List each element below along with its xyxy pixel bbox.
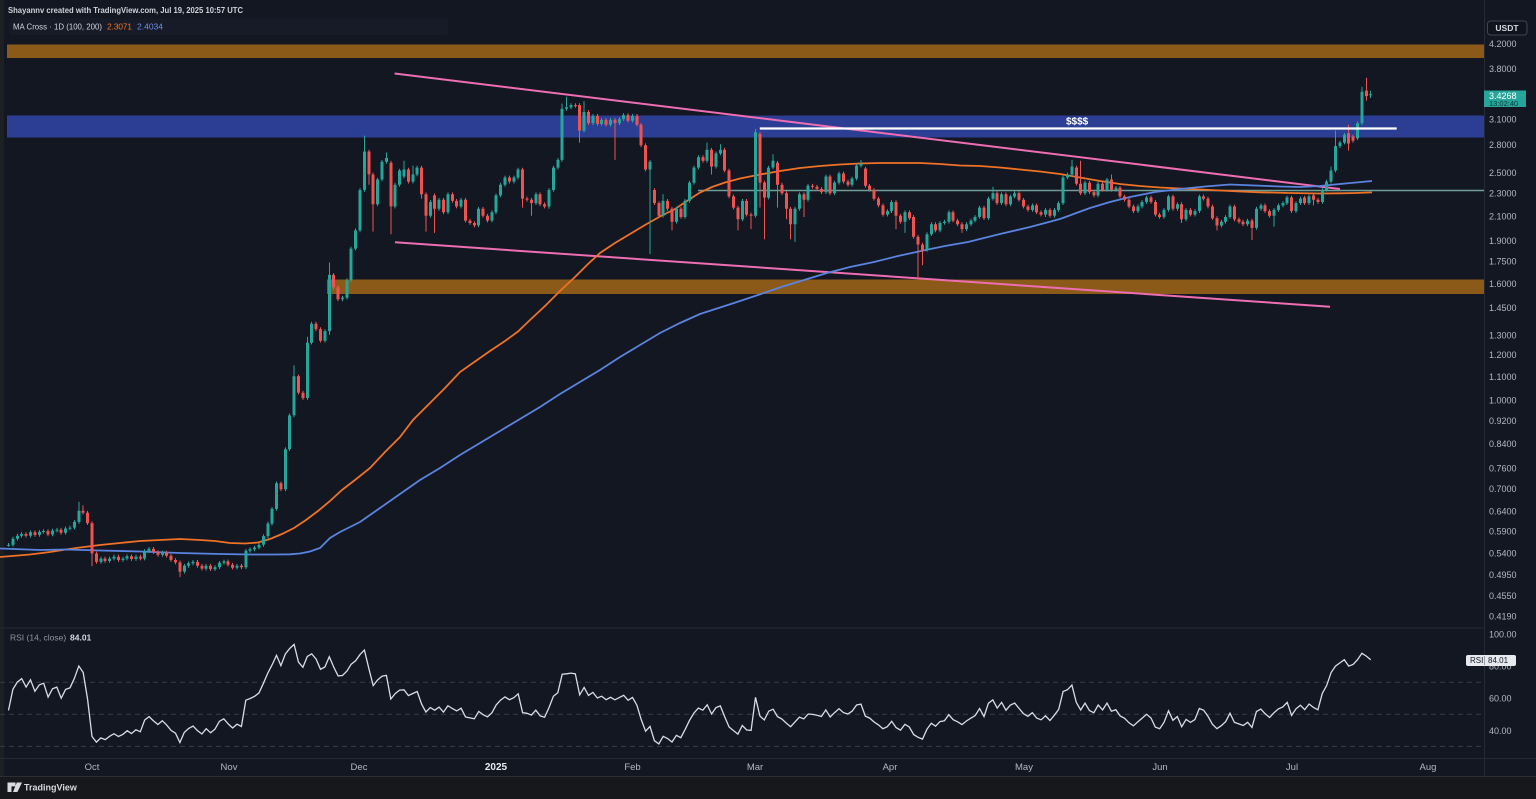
svg-text:0.7600: 0.7600 (1489, 464, 1517, 474)
svg-text:May: May (1015, 762, 1033, 773)
svg-text:3.4268: 3.4268 (1489, 91, 1517, 101)
svg-text:RSI (14, close): RSI (14, close) (10, 633, 66, 643)
svg-text:2.3000: 2.3000 (1489, 189, 1517, 199)
svg-text:1.4500: 1.4500 (1489, 303, 1517, 313)
svg-text:Nov: Nov (221, 762, 238, 773)
svg-text:84.01: 84.01 (1488, 656, 1509, 665)
svg-text:0.4190: 0.4190 (1489, 612, 1517, 622)
svg-text:Jul: Jul (1286, 762, 1298, 773)
svg-text:Shayannv created with TradingV: Shayannv created with TradingView.com, J… (8, 6, 243, 15)
svg-text:1.9000: 1.9000 (1489, 236, 1517, 246)
svg-text:60.00: 60.00 (1489, 694, 1512, 704)
svg-text:0.6400: 0.6400 (1489, 506, 1517, 516)
svg-text:1.3000: 1.3000 (1489, 330, 1517, 340)
svg-text:1.6000: 1.6000 (1489, 279, 1517, 289)
svg-text:2.3071: 2.3071 (107, 22, 132, 32)
svg-text:0.9200: 0.9200 (1489, 416, 1517, 426)
svg-text:1.0000: 1.0000 (1489, 396, 1517, 406)
svg-text:2025: 2025 (485, 762, 508, 773)
svg-text:3.8000: 3.8000 (1489, 64, 1517, 74)
svg-text:3.1000: 3.1000 (1489, 115, 1517, 125)
svg-text:2.4034: 2.4034 (137, 22, 163, 32)
svg-text:84.01: 84.01 (70, 633, 92, 643)
svg-text:TradingView: TradingView (24, 783, 78, 793)
svg-text:0.4550: 0.4550 (1489, 591, 1517, 601)
svg-text:2.5000: 2.5000 (1489, 168, 1517, 178)
svg-text:Aug: Aug (1420, 762, 1437, 773)
svg-text:4.2000: 4.2000 (1489, 39, 1517, 49)
svg-text:0.4950: 0.4950 (1489, 570, 1517, 580)
svg-text:1.7500: 1.7500 (1489, 257, 1517, 267)
svg-text:Jun: Jun (1152, 762, 1167, 773)
svg-text:USDT: USDT (1495, 23, 1519, 33)
svg-text:0.8400: 0.8400 (1489, 439, 1517, 449)
svg-text:0.5400: 0.5400 (1489, 549, 1517, 559)
svg-text:0.7000: 0.7000 (1489, 484, 1517, 494)
svg-text:13:02:40: 13:02:40 (1489, 99, 1518, 108)
svg-text:80.00: 80.00 (1489, 662, 1512, 672)
svg-text:RSI: RSI (1470, 656, 1483, 665)
svg-text:2.1000: 2.1000 (1489, 211, 1517, 221)
svg-text:1.2000: 1.2000 (1489, 350, 1517, 360)
svg-text:Apr: Apr (883, 762, 898, 773)
svg-text:100.00: 100.00 (1489, 630, 1517, 640)
svg-text:0.5900: 0.5900 (1489, 527, 1517, 537)
svg-text:40.00: 40.00 (1489, 726, 1512, 736)
svg-text:Mar: Mar (747, 762, 763, 773)
svg-text:MA Cross · 1D (100, 200): MA Cross · 1D (100, 200) (13, 22, 102, 32)
svg-text:$$$$: $$$$ (1066, 117, 1089, 128)
svg-text:1.1000: 1.1000 (1489, 372, 1517, 382)
svg-text:Oct: Oct (85, 762, 100, 773)
svg-text:2.8000: 2.8000 (1489, 140, 1517, 150)
svg-text:Dec: Dec (351, 762, 368, 773)
svg-text:Feb: Feb (624, 762, 640, 773)
